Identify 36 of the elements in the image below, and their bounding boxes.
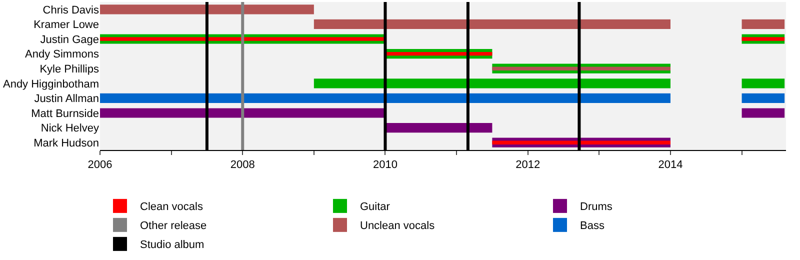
y-tick-label: Andy Simmons <box>25 48 100 61</box>
y-tick-label: Nick Helvey <box>40 122 100 135</box>
x-tick-label: 2010 <box>373 159 398 172</box>
legend-label: Guitar <box>360 201 390 214</box>
legend-label: Clean vocals <box>140 201 204 214</box>
y-tick-label: Kramer Lowe <box>34 19 99 32</box>
bar <box>742 37 785 41</box>
legend-label: Drums <box>580 201 613 214</box>
x-tick-label: 2006 <box>88 159 112 172</box>
x-tick-label: 2014 <box>658 159 683 172</box>
bar <box>385 122 492 133</box>
bar <box>100 93 670 104</box>
legend-label: Bass <box>580 220 605 232</box>
bar <box>314 19 670 30</box>
bar <box>742 78 785 88</box>
bar <box>314 78 670 88</box>
y-tick-label: Justin Gage <box>40 34 99 46</box>
legend-label: Other release <box>140 220 207 232</box>
y-tick-label: Mark Hudson <box>34 137 99 150</box>
y-tick-label: Kyle Phillips <box>40 63 100 76</box>
bar <box>492 140 670 144</box>
bar <box>100 108 386 118</box>
y-tick-label: Chris Davis <box>42 4 100 16</box>
y-tick-label: Matt Burnside <box>31 108 99 120</box>
bar <box>100 37 386 41</box>
bar <box>742 108 785 118</box>
bar <box>385 52 492 56</box>
x-tick-label: 2012 <box>516 159 540 172</box>
y-tick-label: Andy Higginbotham <box>2 78 99 90</box>
x-tick-label: 2008 <box>230 159 255 172</box>
legend-label: Studio album <box>140 239 204 252</box>
legend-label: Unclean vocals <box>360 220 436 232</box>
bar <box>742 19 785 30</box>
bar <box>100 4 314 14</box>
bar <box>742 93 785 104</box>
y-tick-label: Justin Allman <box>34 93 99 106</box>
